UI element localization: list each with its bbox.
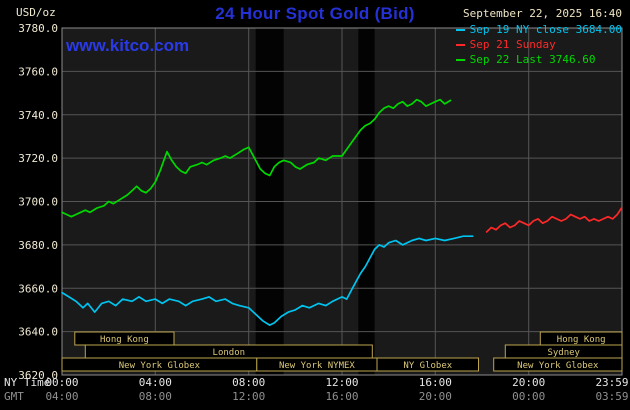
legend: Sep 19 NY close 3684.00 Sep 21 Sunday Sep … <box>455 23 622 66</box>
price-line-sep22 <box>61 98 452 218</box>
y-axis-unit-label: USD/oz <box>16 6 56 19</box>
kitco-watermark-link[interactable]: www.kitco.com <box>66 36 190 55</box>
y-tick-label: 3760.0 <box>18 65 58 78</box>
y-tick-label: 3780.0 <box>18 22 58 35</box>
x-tick-ny-label: 00:00 <box>45 376 78 389</box>
market-session-box <box>376 357 479 372</box>
datetime-label: September 22, 2025 16:40 <box>463 7 622 20</box>
x-tick-ny-label: 12:00 <box>325 376 358 389</box>
x-tick-ny-label: 20:00 <box>512 376 545 389</box>
market-session-label: New York NYMEX <box>279 361 355 371</box>
y-tick-label: 3700.0 <box>18 196 58 209</box>
x-tick-gmt-label: 04:00 <box>45 390 78 403</box>
x-tick-gmt-label: 16:00 <box>325 390 358 403</box>
y-tick-label: 3720.0 <box>18 152 58 165</box>
y-tick-label: 3680.0 <box>18 239 58 252</box>
market-session-label: London <box>213 348 246 358</box>
market-session-label: New York Globex <box>119 361 201 371</box>
market-session-label: New York Globex <box>517 361 599 371</box>
x-tick-gmt-label: 20:00 <box>419 390 452 403</box>
market-session-box <box>493 357 623 372</box>
legend-swatch <box>455 28 465 31</box>
y-tick-label: 3740.0 <box>18 109 58 122</box>
x-tick-ny-label: 23:59 <box>595 376 628 389</box>
market-session-label: NY Globex <box>403 361 452 371</box>
gmt-axis-label: GMT <box>4 390 24 403</box>
x-tick-ny-label: 16:00 <box>419 376 452 389</box>
legend-swatch <box>455 43 465 46</box>
price-line-sep21 <box>485 207 623 233</box>
legend-swatch <box>455 58 465 61</box>
y-tick-label: 3620.0 <box>18 369 58 382</box>
x-tick-gmt-label: 08:00 <box>139 390 172 403</box>
market-session-label: Hong Kong <box>100 335 149 345</box>
legend-item: Sep 19 NY close 3684.00 <box>455 23 622 36</box>
plot-border <box>61 27 623 376</box>
legend-item: Sep 21 Sunday <box>455 38 622 51</box>
legend-label: Sep 21 Sunday <box>469 38 556 51</box>
y-tick-label: 3640.0 <box>18 326 58 339</box>
page-title: 24 Hour Spot Gold (Bid) <box>215 4 415 23</box>
price-line-sep19 <box>61 235 474 326</box>
x-tick-ny-label: 04:00 <box>139 376 172 389</box>
legend-item: Sep 22 Last 3746.60 <box>455 53 622 66</box>
market-session-label: Hong Kong <box>557 335 606 345</box>
y-tick-label: 3660.0 <box>18 282 58 295</box>
x-tick-ny-label: 08:00 <box>232 376 265 389</box>
legend-label: Sep 19 NY close 3684.00 <box>469 23 622 36</box>
market-session-label: Sydney <box>547 348 580 358</box>
x-tick-gmt-label: 12:00 <box>232 390 265 403</box>
ny-time-axis-label: NY Time <box>4 376 50 389</box>
x-tick-gmt-label: 00:00 <box>512 390 545 403</box>
legend-label: Sep 22 Last 3746.60 <box>469 53 596 66</box>
x-tick-gmt-label: 03:59 <box>595 390 628 403</box>
